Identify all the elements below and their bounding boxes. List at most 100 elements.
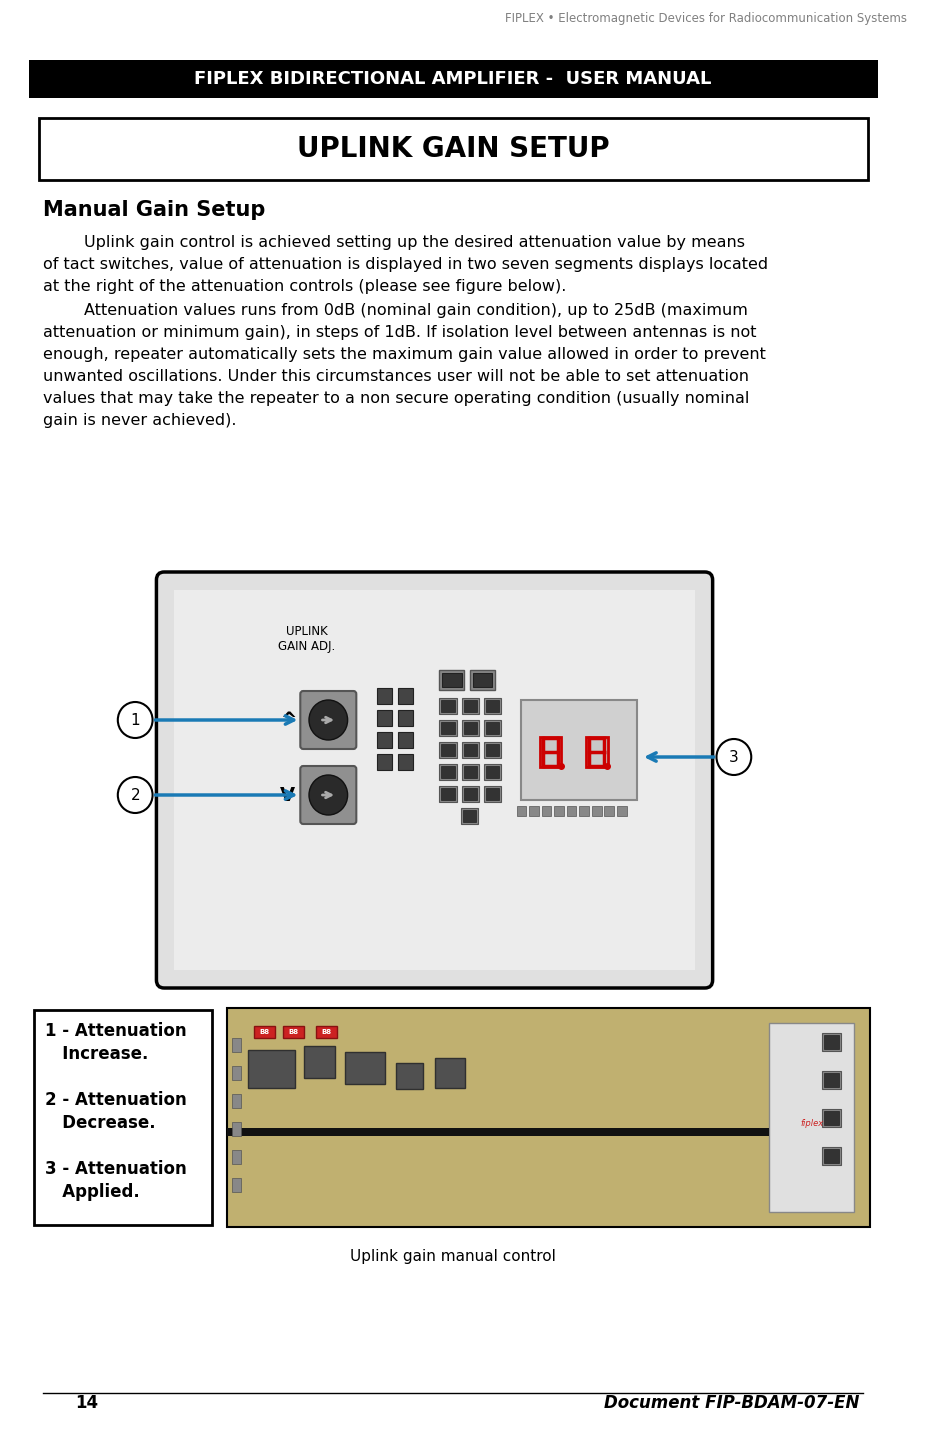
Bar bbox=[485, 788, 500, 800]
Bar bbox=[824, 1111, 839, 1125]
Text: values that may take the repeater to a non secure operating condition (usually n: values that may take the repeater to a n… bbox=[43, 391, 750, 406]
Text: B8: B8 bbox=[321, 1029, 331, 1035]
Bar bbox=[377, 754, 393, 770]
Bar bbox=[398, 754, 413, 770]
FancyBboxPatch shape bbox=[157, 572, 713, 987]
Bar bbox=[439, 764, 456, 780]
Bar bbox=[530, 805, 539, 815]
Bar bbox=[248, 1050, 295, 1088]
Bar bbox=[398, 732, 413, 748]
FancyBboxPatch shape bbox=[300, 767, 356, 824]
Bar bbox=[439, 785, 456, 802]
Text: 14: 14 bbox=[75, 1394, 99, 1412]
Bar bbox=[567, 805, 577, 815]
Bar bbox=[485, 767, 500, 778]
FancyBboxPatch shape bbox=[300, 691, 356, 749]
Bar bbox=[461, 808, 478, 824]
Text: Manual Gain Setup: Manual Gain Setup bbox=[43, 201, 266, 221]
Bar bbox=[439, 671, 465, 691]
Bar bbox=[439, 698, 456, 714]
Bar bbox=[439, 742, 456, 758]
Bar bbox=[464, 699, 477, 712]
Bar bbox=[484, 698, 501, 714]
Text: 3 - Attenuation: 3 - Attenuation bbox=[45, 1159, 187, 1178]
Text: ^: ^ bbox=[280, 711, 296, 729]
Bar bbox=[377, 709, 393, 727]
Bar bbox=[232, 1178, 241, 1192]
Text: FIPLEX BIDIRECTIONAL AMPLIFIER -  USER MANUAL: FIPLEX BIDIRECTIONAL AMPLIFIER - USER MA… bbox=[194, 70, 712, 87]
Text: V: V bbox=[280, 785, 296, 804]
Text: Attenuation values runs from 0dB (nominal gain condition), up to 25dB (maximum: Attenuation values runs from 0dB (nomina… bbox=[43, 302, 748, 318]
Text: Applied.: Applied. bbox=[45, 1184, 140, 1201]
Bar bbox=[441, 722, 454, 734]
Text: FIPLEX • Electromagnetic Devices for Radiocommunication Systems: FIPLEX • Electromagnetic Devices for Rad… bbox=[505, 11, 907, 24]
Text: Uplink gain control is achieved setting up the desired attenuation value by mean: Uplink gain control is achieved setting … bbox=[43, 235, 746, 249]
Bar bbox=[377, 732, 393, 748]
Bar bbox=[605, 805, 614, 815]
Bar bbox=[232, 1093, 241, 1108]
Bar bbox=[441, 744, 454, 757]
Bar bbox=[822, 1146, 841, 1165]
Bar bbox=[304, 1046, 335, 1078]
Bar bbox=[441, 788, 454, 800]
Bar bbox=[232, 1037, 241, 1052]
Bar bbox=[822, 1033, 841, 1050]
Bar bbox=[174, 590, 695, 970]
Circle shape bbox=[117, 702, 152, 738]
Bar bbox=[316, 1026, 337, 1037]
Bar bbox=[484, 742, 501, 758]
Bar bbox=[232, 1066, 241, 1080]
Bar bbox=[540, 737, 562, 768]
Text: UPLINK
GAIN ADJ.: UPLINK GAIN ADJ. bbox=[279, 625, 336, 653]
Text: 2 - Attenuation: 2 - Attenuation bbox=[45, 1091, 187, 1109]
Bar bbox=[462, 764, 479, 780]
Text: fiplex: fiplex bbox=[800, 1119, 824, 1128]
Bar bbox=[435, 1058, 466, 1088]
Bar bbox=[441, 699, 454, 712]
Bar bbox=[516, 805, 526, 815]
Bar bbox=[617, 805, 626, 815]
Bar bbox=[822, 1109, 841, 1126]
Circle shape bbox=[117, 777, 152, 813]
Text: unwanted oscillations. Under this circumstances user will not be able to set att: unwanted oscillations. Under this circum… bbox=[43, 370, 749, 384]
Bar bbox=[484, 719, 501, 737]
Text: Document FIP-BDAM-07-EN: Document FIP-BDAM-07-EN bbox=[604, 1394, 859, 1412]
Bar bbox=[232, 1151, 241, 1164]
Text: B8: B8 bbox=[288, 1029, 299, 1035]
Bar bbox=[29, 60, 878, 97]
Bar bbox=[398, 709, 413, 727]
Text: B8: B8 bbox=[259, 1029, 269, 1035]
Bar bbox=[462, 785, 479, 802]
Text: UPLINK GAIN SETUP: UPLINK GAIN SETUP bbox=[297, 135, 609, 163]
Bar bbox=[586, 737, 608, 768]
Text: 1: 1 bbox=[131, 712, 140, 728]
Bar bbox=[462, 719, 479, 737]
Bar bbox=[542, 805, 551, 815]
Bar bbox=[398, 688, 413, 704]
Bar bbox=[464, 744, 477, 757]
Text: at the right of the attenuation controls (please see figure below).: at the right of the attenuation controls… bbox=[43, 279, 567, 294]
Text: Uplink gain manual control: Uplink gain manual control bbox=[350, 1250, 556, 1264]
Text: 3: 3 bbox=[729, 749, 739, 764]
Bar bbox=[227, 1007, 870, 1227]
Bar bbox=[470, 671, 496, 691]
Circle shape bbox=[309, 699, 347, 739]
Bar bbox=[227, 1128, 769, 1136]
Bar bbox=[473, 674, 492, 686]
Bar bbox=[464, 788, 477, 800]
Bar bbox=[824, 1035, 839, 1049]
Bar bbox=[521, 699, 638, 800]
Bar bbox=[34, 1010, 212, 1225]
Bar bbox=[822, 1070, 841, 1089]
Bar bbox=[462, 698, 479, 714]
Circle shape bbox=[716, 739, 751, 775]
Text: of tact switches, value of attenuation is displayed in two seven segments displa: of tact switches, value of attenuation i… bbox=[43, 257, 769, 272]
Bar bbox=[464, 767, 477, 778]
Bar bbox=[442, 674, 462, 686]
Bar bbox=[824, 1149, 839, 1164]
Bar bbox=[462, 742, 479, 758]
Bar bbox=[592, 805, 602, 815]
Bar bbox=[485, 722, 500, 734]
Bar bbox=[38, 118, 868, 181]
Bar bbox=[463, 810, 476, 823]
